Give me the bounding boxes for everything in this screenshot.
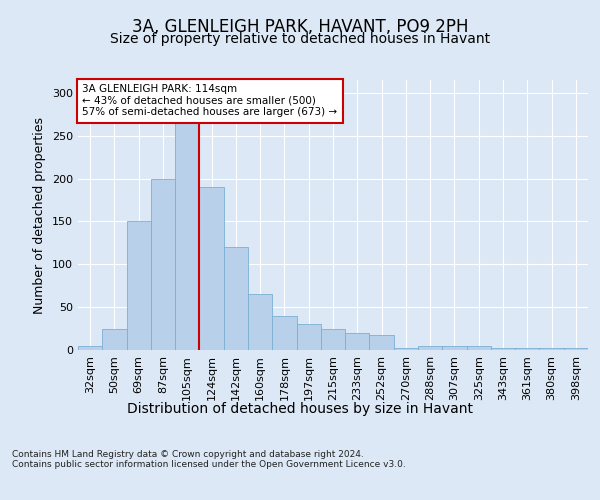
Bar [564,348,588,350]
Text: Contains HM Land Registry data © Crown copyright and database right 2024.
Contai: Contains HM Land Registry data © Crown c… [12,450,406,469]
Bar [175,123,199,350]
Bar [442,346,467,350]
Bar [394,348,418,350]
Text: 3A, GLENLEIGH PARK, HAVANT, PO9 2PH: 3A, GLENLEIGH PARK, HAVANT, PO9 2PH [132,18,468,36]
Bar [102,328,127,350]
Bar [491,348,515,350]
Bar [272,316,296,350]
Bar [248,294,272,350]
Bar [321,328,345,350]
Bar [199,187,224,350]
Y-axis label: Number of detached properties: Number of detached properties [34,116,46,314]
Text: 3A GLENLEIGH PARK: 114sqm
← 43% of detached houses are smaller (500)
57% of semi: 3A GLENLEIGH PARK: 114sqm ← 43% of detac… [82,84,337,117]
Bar [467,346,491,350]
Text: Size of property relative to detached houses in Havant: Size of property relative to detached ho… [110,32,490,46]
Bar [345,333,370,350]
Bar [418,346,442,350]
Bar [127,222,151,350]
Bar [296,324,321,350]
Bar [539,348,564,350]
Bar [515,348,539,350]
Bar [78,346,102,350]
Bar [370,336,394,350]
Text: Distribution of detached houses by size in Havant: Distribution of detached houses by size … [127,402,473,416]
Bar [151,178,175,350]
Bar [224,247,248,350]
